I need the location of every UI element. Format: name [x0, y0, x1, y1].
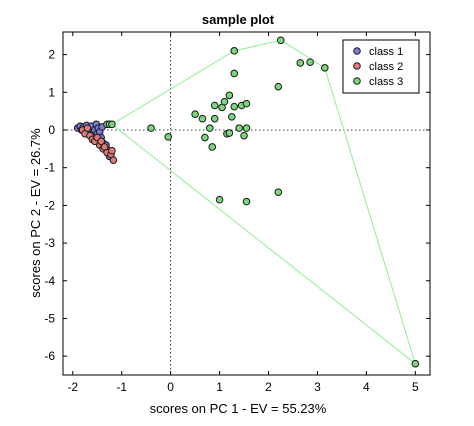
data-point-class-3 [320, 64, 329, 72]
data-point-class-3 [230, 102, 239, 111]
y-tick-label: -2 [44, 198, 55, 212]
data-point-class-3 [198, 114, 207, 123]
x-tick-label: 0 [167, 380, 174, 394]
data-point-class-2 [108, 146, 116, 155]
x-axis-label: scores on PC 1 - EV = 55.23% [150, 401, 327, 416]
x-tick-label: 4 [363, 380, 370, 394]
data-point-class-3 [225, 91, 234, 100]
data-point-class-3 [147, 124, 155, 132]
data-point-class-3 [208, 143, 217, 151]
y-tick-label: -6 [44, 349, 55, 363]
data-point-class-3 [276, 36, 285, 45]
data-point-class-2 [83, 124, 92, 132]
y-tick-label: -4 [44, 274, 55, 288]
data-point-class-3 [306, 58, 314, 66]
y-tick-label: -1 [44, 161, 55, 175]
data-point-class-3 [296, 59, 305, 67]
data-point-class-3 [215, 195, 224, 204]
legend-marker-class-1 [353, 47, 361, 55]
data-point-class-3 [201, 133, 209, 142]
y-tick-label: -3 [44, 236, 55, 250]
y-tick-label: 0 [48, 123, 55, 137]
data-point-class-2 [97, 137, 105, 146]
data-point-class-3 [240, 131, 248, 140]
data-point-class-3 [210, 101, 219, 110]
y-tick-label: 2 [48, 48, 55, 62]
legend-label-class-3: class 3 [369, 76, 403, 88]
legend-marker-class-2 [353, 62, 361, 70]
data-point-class-3 [230, 69, 239, 78]
data-point-class-3 [242, 99, 251, 108]
x-tick-label: -2 [67, 380, 78, 394]
data-point-class-3 [274, 82, 283, 91]
data-point-class-3 [228, 113, 236, 121]
x-tick-label: 3 [314, 380, 321, 394]
data-point-class-3 [411, 359, 420, 368]
x-tick-label: -1 [116, 380, 127, 394]
y-tick-label: 1 [48, 85, 55, 99]
x-tick-label: 5 [412, 380, 419, 394]
data-point-class-3 [274, 188, 283, 196]
data-point-class-3 [108, 120, 116, 129]
data-point-class-3 [235, 124, 243, 132]
data-point-class-3 [206, 124, 214, 132]
class-3-hull-line [111, 39, 417, 366]
data-point-class-3 [242, 124, 251, 132]
data-point-class-3 [242, 197, 251, 206]
y-axis-label: scores on PC 2 - EV = 26.7% [28, 128, 43, 298]
legend-label-class-1: class 1 [369, 46, 403, 58]
data-point-class-3 [164, 132, 173, 141]
chart-title: sample plot [202, 12, 275, 27]
y-tick-label: -5 [44, 311, 55, 325]
data-point-class-2 [109, 156, 118, 164]
data-point-class-3 [191, 110, 199, 118]
x-tick-label: 1 [216, 380, 223, 394]
legend-label-class-2: class 2 [369, 61, 403, 73]
x-tick-label: 2 [265, 380, 272, 394]
plot-area: -2 -1 0 1 2 3 4 5 -6 -5 -4 -3 -2 -1 0 1 2 class 1 class 2 c… [44, 31, 431, 394]
data-point-class-3 [225, 129, 234, 137]
legend-marker-class-3 [353, 77, 361, 85]
data-point-class-3 [210, 114, 219, 123]
data-point-class-3 [220, 97, 229, 106]
data-point-class-3 [230, 47, 239, 55]
